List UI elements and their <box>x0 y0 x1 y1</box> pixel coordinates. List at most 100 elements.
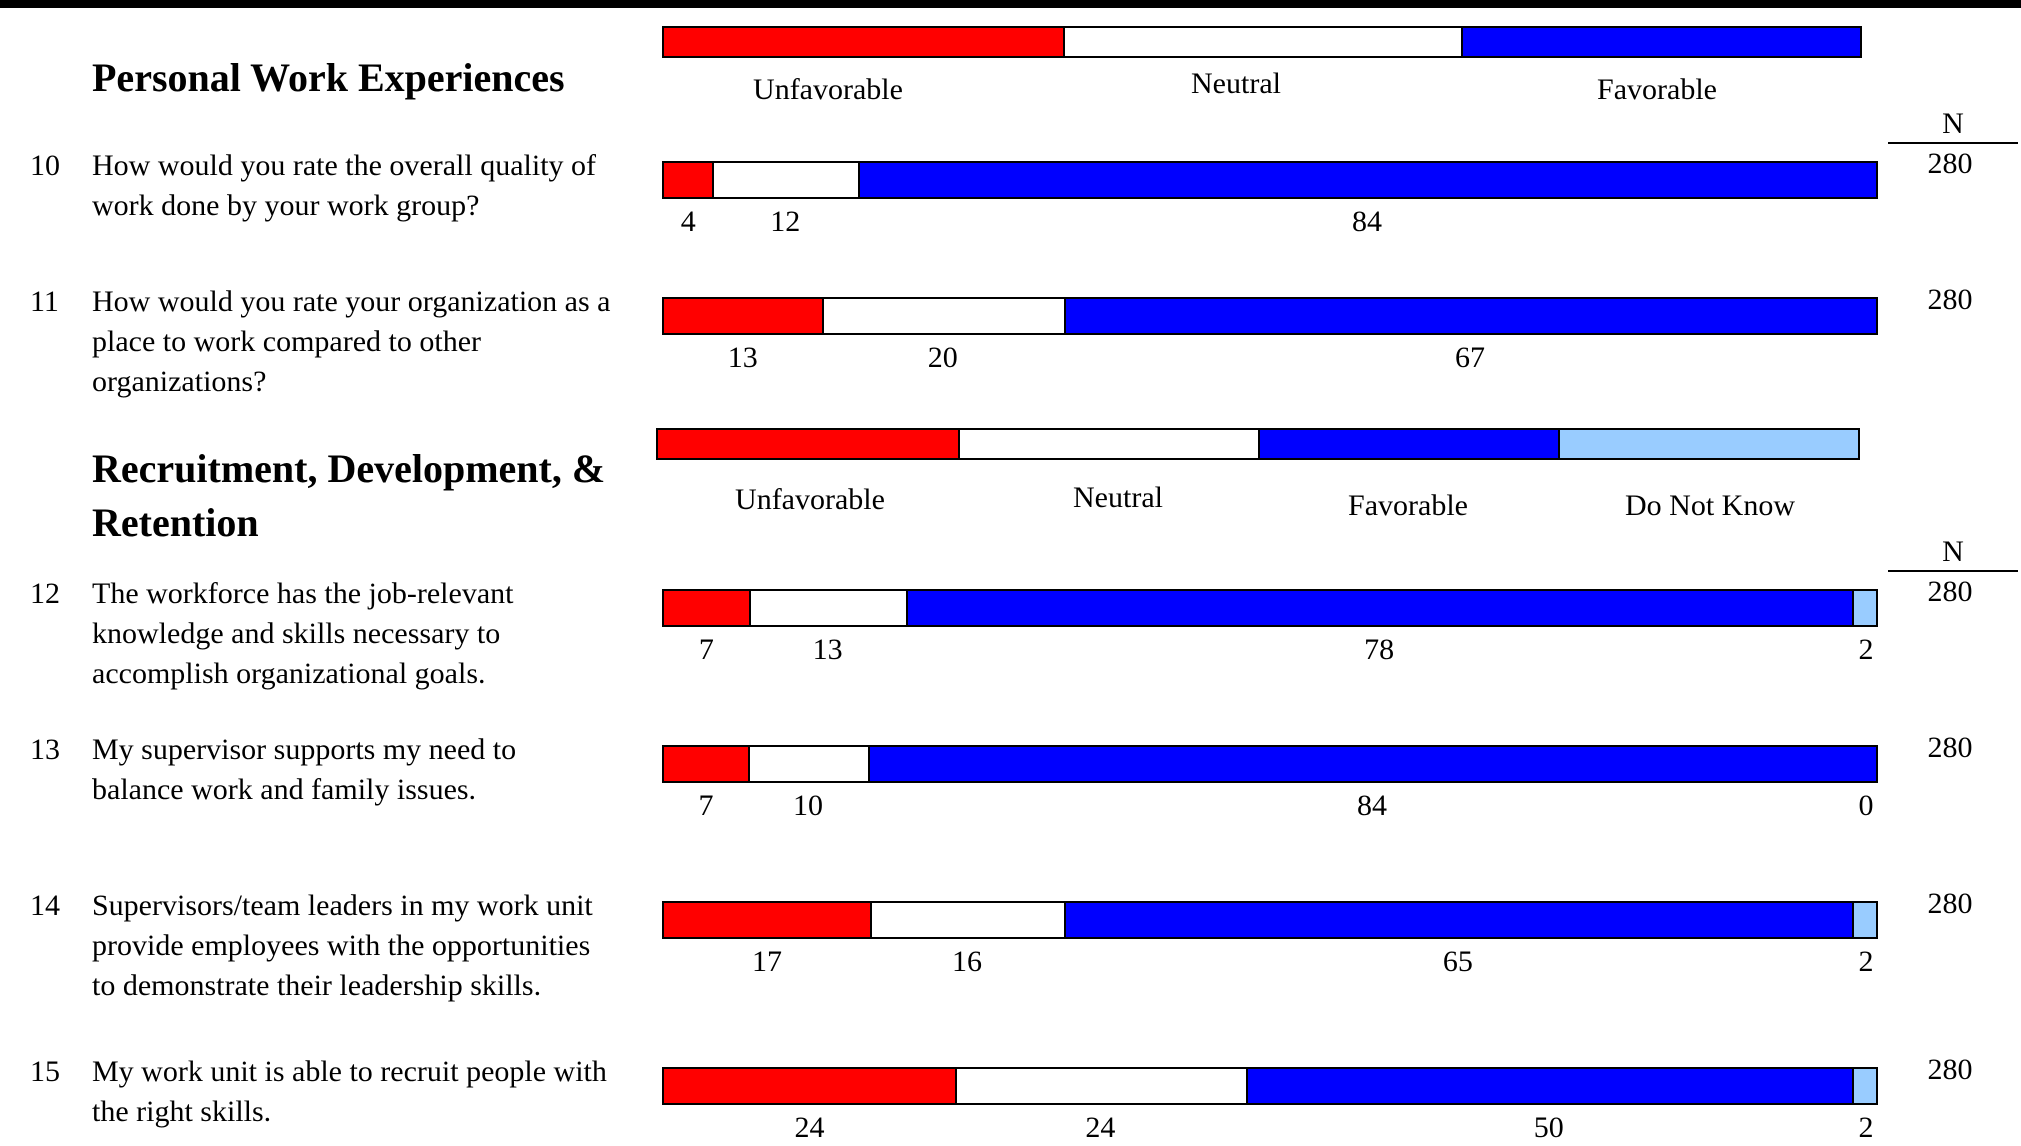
question-text-line: knowledge and skills necessary to <box>92 617 501 650</box>
value-label-unfavorable: 13 <box>727 341 758 374</box>
value-label-do-not-know: 2 <box>1858 945 1874 978</box>
bar-segment-do-not-know <box>1851 591 1876 625</box>
bar-segment-neutral <box>821 299 1064 333</box>
stacked-bar-q12 <box>662 589 1878 627</box>
n-column-rule <box>1888 142 2018 144</box>
bar-segment-favorable <box>868 747 1876 781</box>
n-column-header: N <box>1942 535 1964 568</box>
question-text-line: My work unit is able to recruit people w… <box>92 1055 607 1088</box>
n-value: 280 <box>1927 887 1973 920</box>
question-text: Supervisors/team leaders in my work unit… <box>92 886 652 1006</box>
value-label-neutral: 13 <box>812 633 843 666</box>
n-column-rule <box>1888 570 2018 572</box>
n-column-header: N <box>1942 107 1964 140</box>
question-text-line: to demonstrate their leadership skills. <box>92 969 542 1002</box>
stacked-bar-q15 <box>662 1067 1878 1105</box>
value-label-do-not-know: 2 <box>1858 1111 1874 1144</box>
question-number: 15 <box>30 1055 60 1088</box>
question-number: 12 <box>30 577 60 610</box>
question-text-line: the right skills. <box>92 1095 272 1128</box>
bar-segment-favorable <box>1245 1069 1852 1103</box>
value-label-unfavorable: 4 <box>680 205 696 238</box>
legend-label-unfavorable: Unfavorable <box>735 483 885 516</box>
stacked-bar-q14 <box>662 901 1878 939</box>
question-text: How would you rate the overall quality o… <box>92 146 652 226</box>
legend-bar-section-2 <box>656 428 1860 460</box>
value-label-unfavorable: 7 <box>698 789 714 822</box>
value-label-do-not-know: 2 <box>1858 633 1874 666</box>
top-rule <box>0 0 2021 8</box>
bar-segment-neutral <box>870 903 1064 937</box>
question-number: 14 <box>30 889 60 922</box>
n-value: 280 <box>1927 283 1973 316</box>
value-label-neutral: 24 <box>1085 1111 1116 1144</box>
legend-swatch-neutral <box>958 430 1258 458</box>
section-title-personal-work-experiences: Personal Work Experiences <box>92 55 565 100</box>
question-text-line: How would you rate your organization as … <box>92 285 611 318</box>
legend-swatch-unfavorable <box>664 28 1063 56</box>
question-text-line: balance work and family issues. <box>92 773 477 806</box>
bar-segment-favorable <box>857 163 1876 197</box>
value-label-unfavorable: 7 <box>698 633 714 666</box>
legend-label-do-not-know: Do Not Know <box>1625 489 1795 522</box>
stacked-bar-q11 <box>662 297 1878 335</box>
n-value: 280 <box>1927 731 1973 764</box>
question-text: The workforce has the job-relevant knowle… <box>92 574 652 694</box>
bar-segment-unfavorable <box>664 747 748 781</box>
question-number: 11 <box>30 285 59 318</box>
value-label-favorable: 78 <box>1364 633 1395 666</box>
question-text: My work unit is able to recruit people w… <box>92 1052 652 1132</box>
question-text: How would you rate your organization as … <box>92 282 652 402</box>
legend-swatch-neutral <box>1062 28 1462 56</box>
legend-label-favorable: Favorable <box>1597 73 1717 106</box>
value-label-unfavorable: 24 <box>794 1111 825 1144</box>
question-text-line: place to work compared to other <box>92 325 482 358</box>
legend-swatch-unfavorable <box>658 430 958 458</box>
question-number: 10 <box>30 149 60 182</box>
bar-segment-favorable <box>906 591 1852 625</box>
legend-swatch-favorable <box>1461 28 1860 56</box>
question-text-line: organizations? <box>92 365 267 398</box>
value-label-favorable: 84 <box>1357 789 1387 822</box>
n-value: 280 <box>1927 1053 1973 1086</box>
question-text-line: How would you rate the overall quality o… <box>92 149 597 182</box>
value-label-favorable: 65 <box>1442 945 1473 978</box>
legend-label-favorable: Favorable <box>1348 489 1468 522</box>
bar-segment-neutral <box>954 1069 1246 1103</box>
section-title-recruitment: Recruitment, Development, & <box>92 446 606 491</box>
bar-segment-unfavorable <box>664 591 749 625</box>
n-value: 280 <box>1927 147 1973 180</box>
stacked-bar-q10 <box>662 161 1878 199</box>
question-text-line: work done by your work group? <box>92 189 480 222</box>
question-text-line: provide employees with the opportunities <box>92 929 591 962</box>
value-label-neutral: 20 <box>927 341 958 374</box>
legend-label-neutral: Neutral <box>1073 481 1163 514</box>
bar-segment-do-not-know <box>1851 1069 1876 1103</box>
question-text-line: accomplish organizational goals. <box>92 657 486 690</box>
value-label-neutral: 12 <box>770 205 801 238</box>
bar-segment-neutral <box>748 747 868 781</box>
n-value: 280 <box>1927 575 1973 608</box>
bar-segment-favorable <box>1063 299 1876 333</box>
value-label-do-not-know: 0 <box>1858 789 1874 822</box>
bar-segment-favorable <box>1063 903 1852 937</box>
legend-swatch-favorable <box>1258 430 1558 458</box>
stacked-bar-q13 <box>662 745 1878 783</box>
value-label-unfavorable: 17 <box>752 945 783 978</box>
section-title-recruitment-line2: Retention <box>92 500 259 545</box>
bar-segment-unfavorable <box>664 903 871 937</box>
bar-segment-unfavorable <box>664 1069 955 1103</box>
bar-segment-neutral <box>712 163 858 197</box>
question-text: My supervisor supports my need to balance… <box>92 730 652 810</box>
bar-segment-do-not-know <box>1851 903 1876 937</box>
value-label-neutral: 16 <box>952 945 982 978</box>
legend-label-unfavorable: Unfavorable <box>753 73 903 106</box>
value-label-favorable: 84 <box>1351 205 1382 238</box>
value-label-favorable: 67 <box>1454 341 1485 374</box>
question-text-line: The workforce has the job-relevant <box>92 577 514 610</box>
value-label-neutral: 10 <box>793 789 823 822</box>
question-text-line: My supervisor supports my need to <box>92 733 517 766</box>
legend-swatch-do-not-know <box>1558 430 1858 458</box>
bar-segment-neutral <box>748 591 907 625</box>
bar-segment-unfavorable <box>664 299 822 333</box>
